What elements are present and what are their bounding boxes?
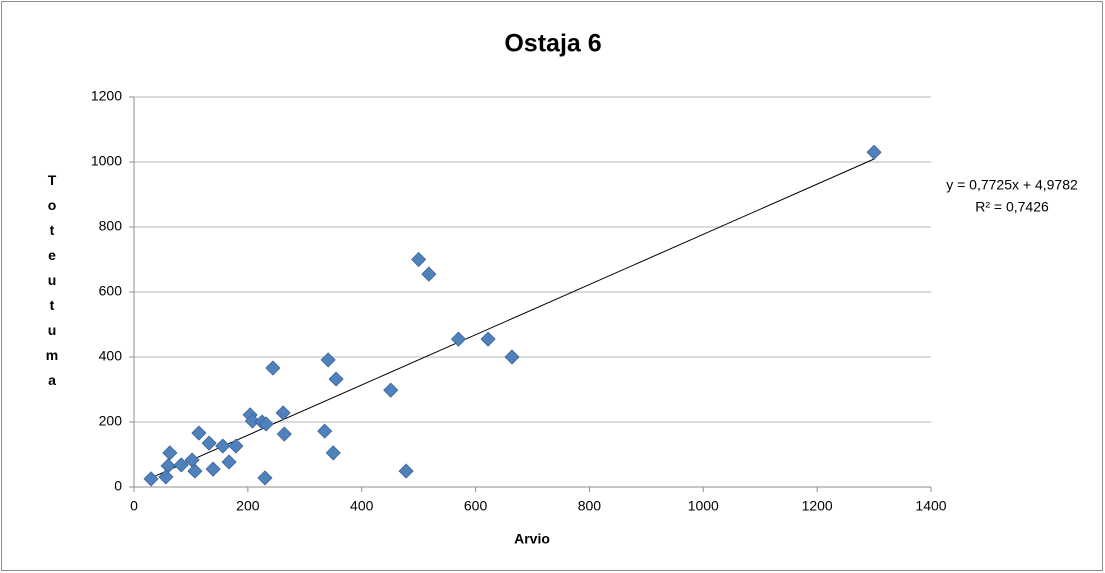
point bbox=[480, 331, 496, 347]
point bbox=[265, 360, 281, 376]
point bbox=[221, 454, 237, 470]
point bbox=[162, 445, 178, 461]
x-tick-label: 200 bbox=[236, 498, 260, 514]
x-tick-label: 1200 bbox=[802, 498, 833, 514]
point bbox=[201, 435, 217, 451]
y-tick-label: 200 bbox=[99, 413, 123, 429]
point bbox=[504, 349, 520, 365]
point bbox=[228, 438, 244, 454]
point bbox=[257, 470, 273, 486]
trendline-equation: y = 0,7725x + 4,9782 bbox=[946, 177, 1078, 193]
point bbox=[244, 413, 260, 429]
point bbox=[320, 352, 336, 368]
point bbox=[421, 266, 437, 282]
y-tick-label: 1000 bbox=[91, 153, 122, 169]
point bbox=[450, 331, 467, 347]
x-tick-label: 400 bbox=[350, 498, 374, 514]
y-tick-label: 800 bbox=[99, 218, 123, 234]
x-tick-label: 800 bbox=[578, 498, 602, 514]
x-tick-label: 0 bbox=[130, 498, 138, 514]
point bbox=[205, 461, 221, 477]
point bbox=[143, 471, 159, 487]
point bbox=[187, 463, 203, 479]
point bbox=[866, 144, 882, 160]
y-tick-label: 400 bbox=[99, 348, 123, 364]
point bbox=[275, 405, 291, 421]
x-tick-label: 1000 bbox=[688, 498, 719, 514]
trendline-r2: R² = 0,7426 bbox=[975, 199, 1049, 215]
point bbox=[173, 457, 189, 473]
point bbox=[158, 469, 174, 485]
x-tick-label: 1400 bbox=[915, 498, 946, 514]
point bbox=[191, 425, 207, 441]
point bbox=[328, 371, 344, 387]
point bbox=[317, 423, 333, 439]
x-tick-label: 600 bbox=[464, 498, 488, 514]
point bbox=[215, 438, 231, 454]
y-tick-label: 600 bbox=[99, 283, 123, 299]
y-tick-label: 0 bbox=[114, 478, 122, 494]
y-tick-label: 1200 bbox=[91, 88, 122, 104]
point bbox=[411, 251, 427, 268]
point bbox=[325, 445, 341, 461]
chart-title: Ostaja 6 bbox=[504, 30, 601, 58]
point bbox=[383, 382, 399, 398]
y-axis-label: Toteutuma bbox=[44, 172, 60, 397]
point bbox=[276, 426, 292, 442]
point bbox=[258, 416, 274, 432]
point bbox=[398, 463, 414, 479]
x-axis-label: Arvio bbox=[514, 531, 550, 547]
